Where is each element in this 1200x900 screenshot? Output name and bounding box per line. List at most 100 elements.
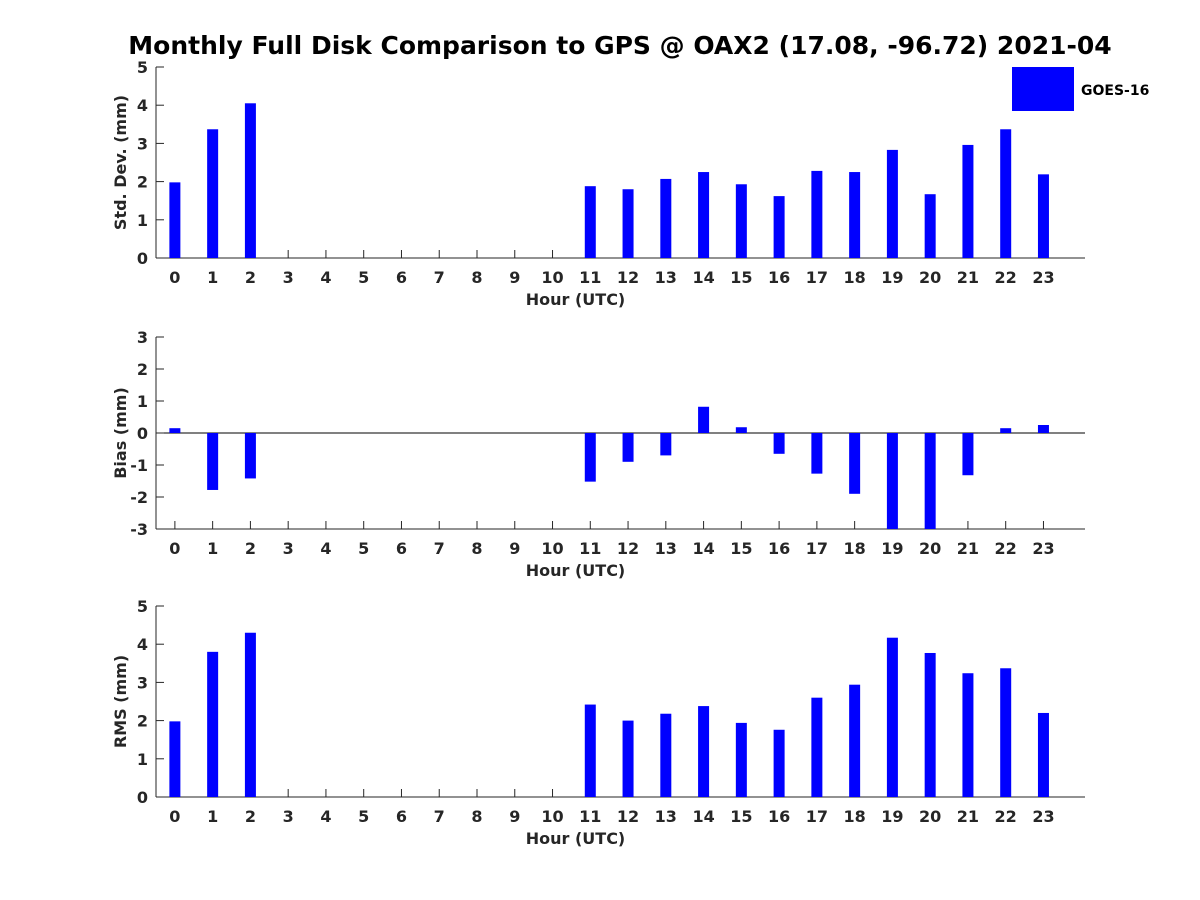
bias-x-tick-label: 4 [320, 539, 331, 558]
bias-bar-hour-12 [622, 433, 634, 462]
std-dev-bar-hour-1 [207, 129, 219, 258]
std-dev-y-tick-label: 1 [137, 211, 148, 230]
rms-x-tick-label: 16 [768, 807, 790, 826]
std-dev-y-tick-label: 0 [137, 249, 148, 268]
bias-x-tick-label: 5 [358, 539, 369, 558]
rms-bar-hour-23 [1037, 712, 1049, 797]
rms-bar-hour-21 [962, 673, 974, 797]
rms-bar-hour-2 [244, 632, 256, 797]
rms-x-tick-label: 4 [320, 807, 331, 826]
std-dev-bar-hour-14 [698, 172, 710, 258]
rms-x-tick-label: 17 [806, 807, 828, 826]
rms-x-tick-label: 7 [434, 807, 445, 826]
legend-swatch-goes-16 [1012, 67, 1074, 111]
bias-bar-hour-15 [735, 427, 747, 433]
bias-bar-hour-22 [1000, 428, 1012, 433]
std-dev-x-tick-label: 5 [358, 268, 369, 287]
std-dev-y-axis-label: Std. Dev. (mm) [111, 95, 130, 230]
legend-label-goes-16: GOES-16 [1081, 83, 1149, 99]
rms-y-tick-label: 3 [137, 673, 148, 692]
bias-bar-hour-21 [962, 433, 974, 476]
rms-bar-hour-16 [773, 729, 785, 797]
bias-bar-hour-0 [169, 428, 181, 433]
rms-x-tick-label: 10 [541, 807, 563, 826]
std-dev-bar-hour-13 [660, 178, 672, 258]
std-dev-x-tick-label: 1 [207, 268, 218, 287]
bias-y-tick-label: 3 [137, 328, 148, 347]
bias-x-tick-label: 15 [730, 539, 752, 558]
legend: GOES-16 [1012, 67, 1149, 111]
std-dev-bar-hour-23 [1037, 174, 1049, 258]
rms-y-tick-label: 1 [137, 750, 148, 769]
std-dev-x-tick-label: 6 [396, 268, 407, 287]
bias-y-tick-label: -3 [130, 520, 148, 539]
bias-x-tick-label: 13 [655, 539, 677, 558]
bias-x-tick-label: 8 [471, 539, 482, 558]
rms-bar-hour-22 [1000, 668, 1012, 797]
std-dev-bar-hour-2 [244, 103, 256, 258]
rms-bar-hour-13 [660, 713, 672, 797]
std-dev-x-tick-label: 8 [471, 268, 482, 287]
rms-x-tick-label: 12 [617, 807, 639, 826]
rms-x-tick-label: 2 [245, 807, 256, 826]
std-dev-bar-hour-22 [1000, 129, 1012, 258]
rms-x-tick-label: 14 [692, 807, 714, 826]
rms-x-tick-label: 6 [396, 807, 407, 826]
bias-bar-hour-13 [660, 433, 672, 456]
std-dev-x-tick-label: 0 [169, 268, 180, 287]
bias-y-tick-label: -2 [130, 488, 148, 507]
bias-bar-hour-17 [811, 433, 823, 474]
bias-x-tick-label: 11 [579, 539, 601, 558]
bias-bar-hour-11 [584, 433, 596, 482]
std-dev-bar-hour-17 [811, 170, 823, 258]
std-dev-x-tick-label: 16 [768, 268, 790, 287]
rms-x-tick-label: 1 [207, 807, 218, 826]
bias-x-tick-label: 6 [396, 539, 407, 558]
std-dev-x-tick-label: 3 [283, 268, 294, 287]
rms-x-tick-label: 11 [579, 807, 601, 826]
std-dev-bar-hour-12 [622, 189, 634, 258]
rms-x-tick-label: 20 [919, 807, 941, 826]
std-dev-x-tick-label: 21 [957, 268, 979, 287]
rms-x-tick-label: 15 [730, 807, 752, 826]
std-dev-x-tick-label: 19 [881, 268, 903, 287]
bias-x-tick-label: 22 [995, 539, 1017, 558]
rms-x-tick-label: 0 [169, 807, 180, 826]
std-dev-x-tick-label: 20 [919, 268, 941, 287]
std-dev-x-tick-label: 12 [617, 268, 639, 287]
rms-x-tick-label: 5 [358, 807, 369, 826]
rms-bar-hour-19 [886, 637, 898, 797]
std-dev-x-tick-label: 22 [995, 268, 1017, 287]
std-dev-x-tick-label: 7 [434, 268, 445, 287]
bias-x-tick-label: 0 [169, 539, 180, 558]
rms-bar-hour-17 [811, 697, 823, 797]
bias-y-axis-label: Bias (mm) [111, 387, 130, 479]
bias-x-tick-label: 18 [844, 539, 866, 558]
bias-x-tick-label: 17 [806, 539, 828, 558]
rms-bar-hour-12 [622, 720, 634, 797]
std-dev-bar-hour-18 [849, 172, 861, 258]
rms-bar-hour-0 [169, 721, 181, 797]
std-dev-y-tick-label: 3 [137, 134, 148, 153]
rms-x-tick-label: 8 [471, 807, 482, 826]
bias-bar-hour-23 [1037, 425, 1049, 433]
std-dev-bar-hour-19 [886, 149, 898, 258]
rms-x-tick-label: 23 [1032, 807, 1054, 826]
rms-y-tick-label: 5 [137, 597, 148, 616]
bias-x-tick-label: 19 [881, 539, 903, 558]
rms-x-tick-label: 19 [881, 807, 903, 826]
bias-x-tick-label: 9 [509, 539, 520, 558]
bias-bar-hour-2 [244, 433, 256, 479]
rms-x-tick-label: 18 [844, 807, 866, 826]
bias-x-tick-label: 20 [919, 539, 941, 558]
rms-x-tick-label: 3 [283, 807, 294, 826]
std-dev-x-tick-label: 23 [1032, 268, 1054, 287]
std-dev-bar-hour-20 [924, 194, 936, 258]
rms-x-tick-label: 22 [995, 807, 1017, 826]
rms-y-tick-label: 4 [137, 635, 148, 654]
bias-bar-hour-18 [849, 433, 861, 494]
bias-x-tick-label: 23 [1032, 539, 1054, 558]
